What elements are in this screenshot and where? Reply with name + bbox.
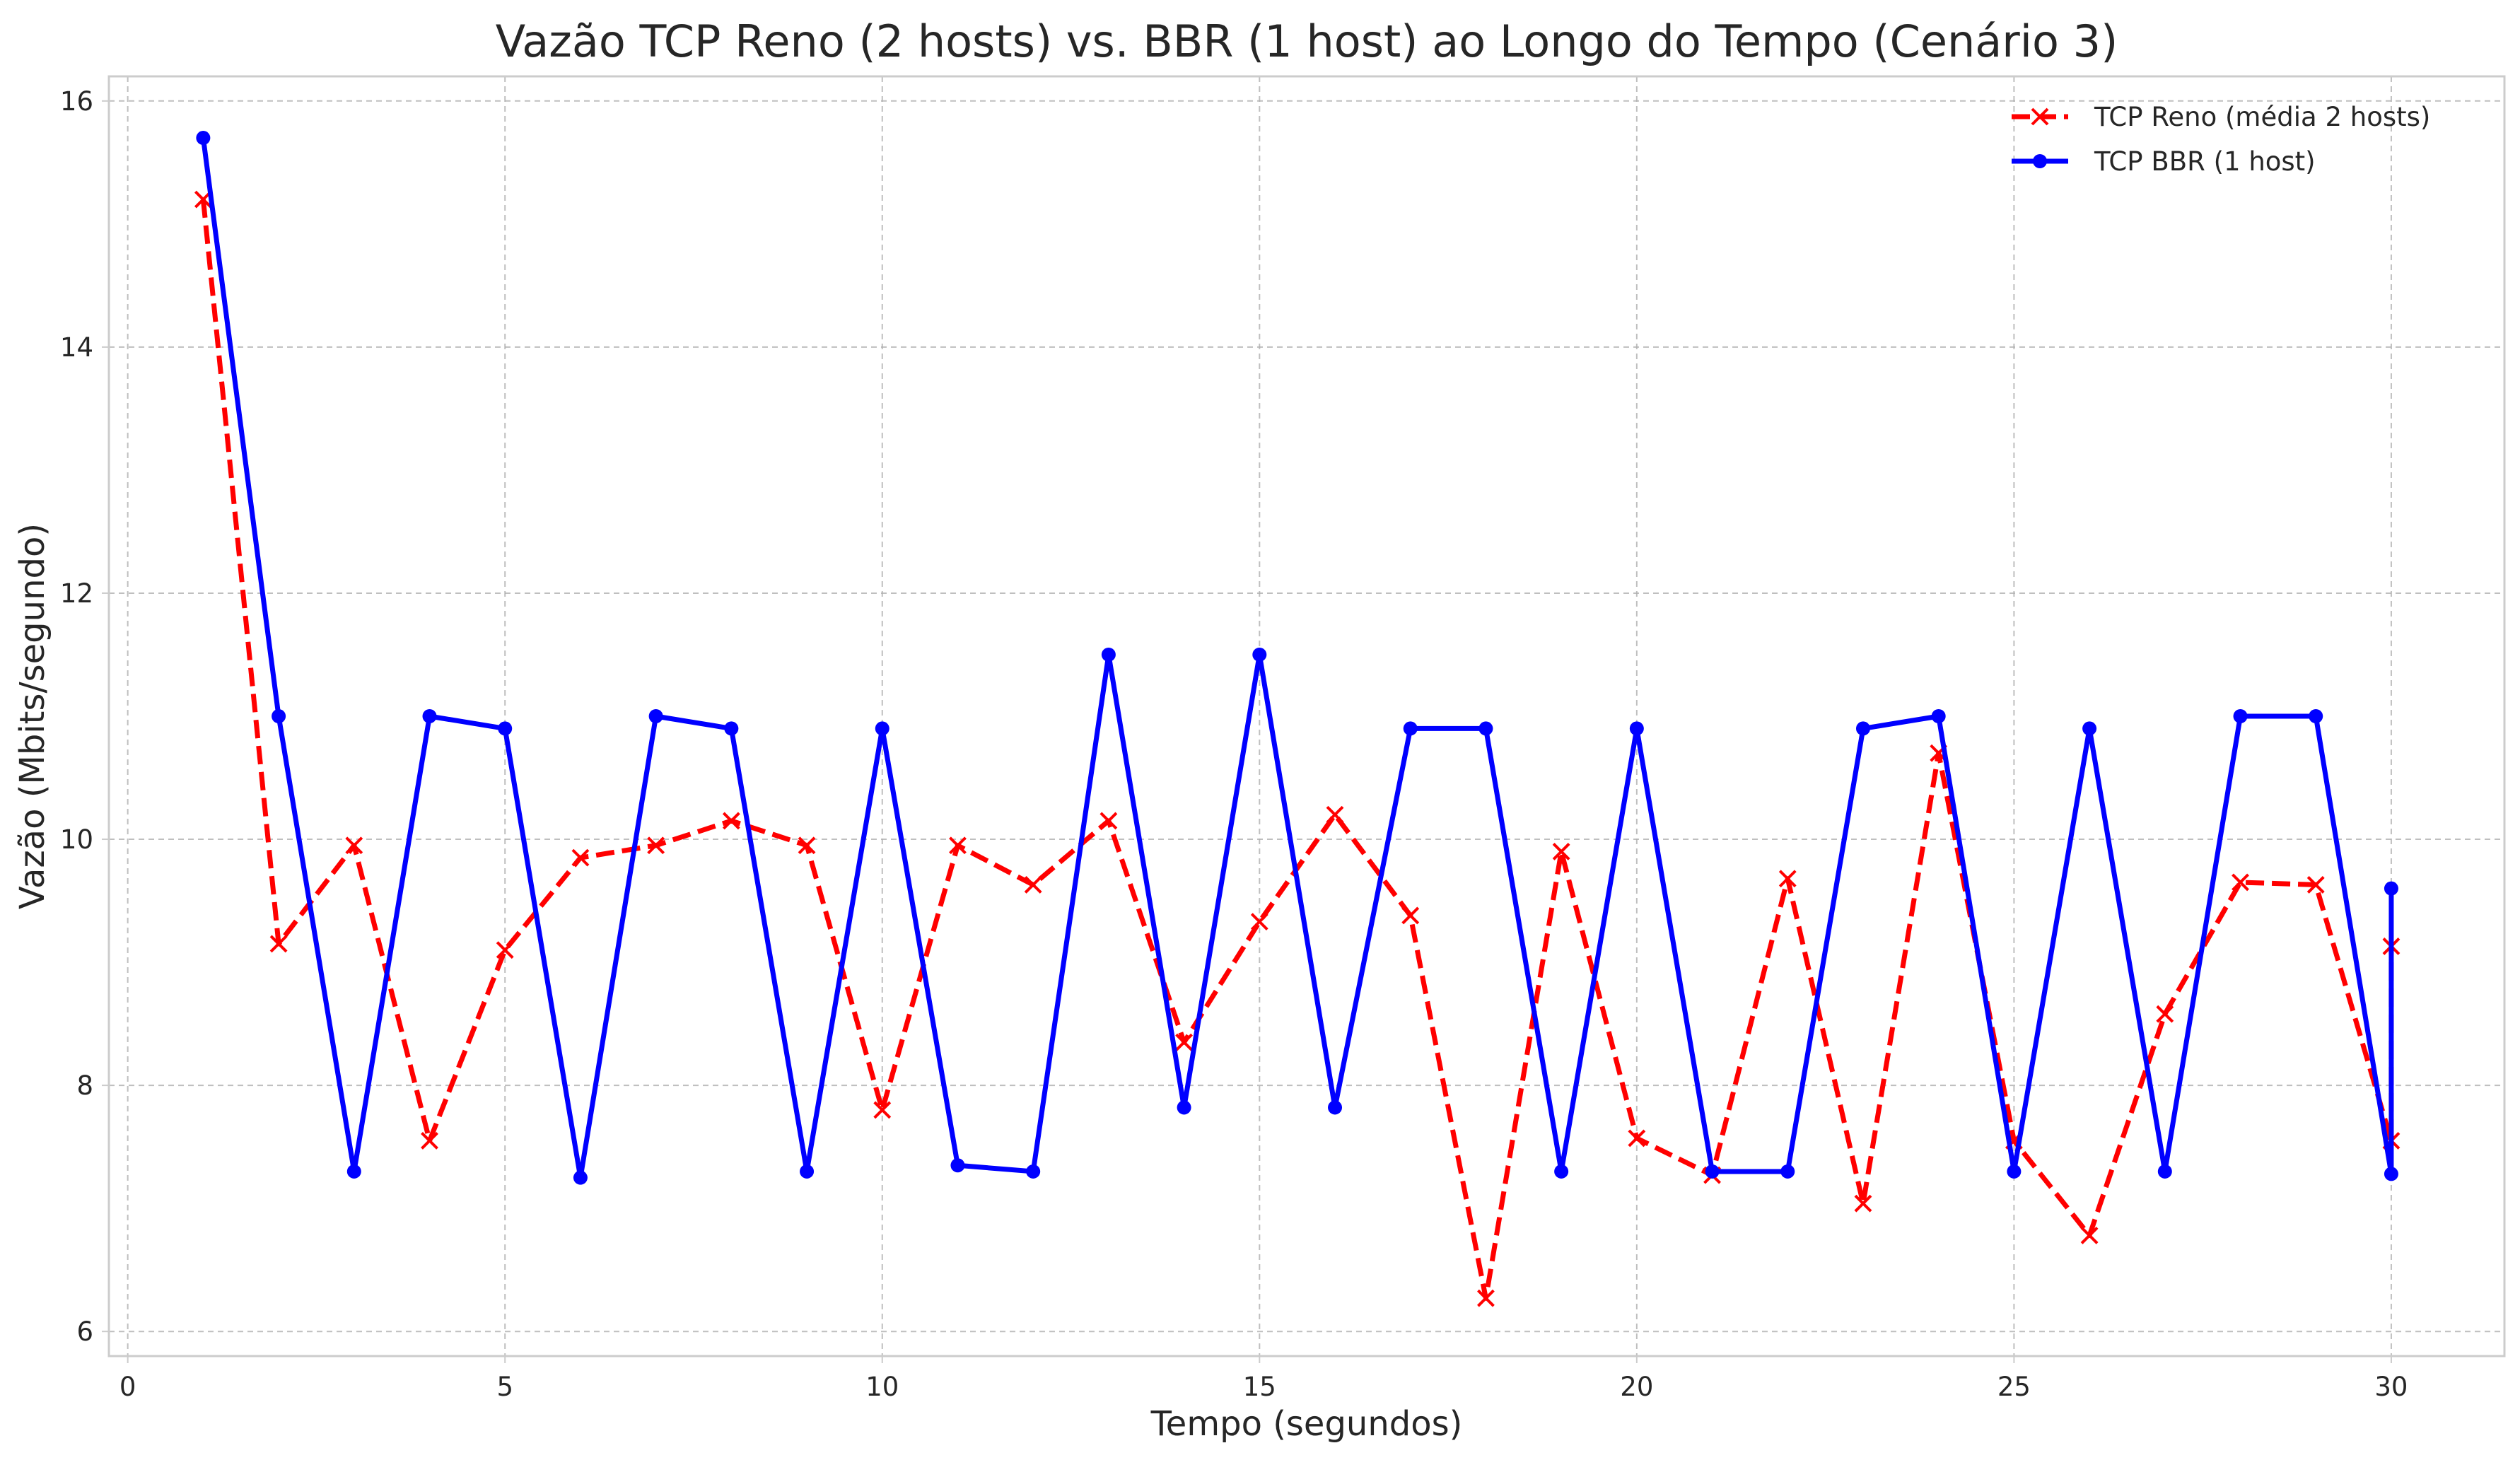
series-layer (194, 131, 2401, 1307)
data-point (1552, 843, 1570, 860)
data-point (272, 709, 286, 723)
data-point (2080, 1227, 2099, 1244)
data-point (422, 709, 437, 723)
y-tick-label: 10 (60, 824, 93, 855)
data-point (196, 131, 211, 146)
axis-ticks: 0 5 10 15 20 25 30 6 8 10 12 14 16 (60, 86, 2408, 1402)
series-tcp-reno (194, 190, 2401, 1307)
data-point (2384, 1167, 2398, 1181)
plot-frame (107, 75, 2506, 1357)
y-tick-label: 8 (76, 1070, 93, 1101)
data-point (1931, 709, 1946, 723)
data-point (1101, 647, 1116, 662)
data-point (1478, 721, 1493, 736)
x-tick-label: 20 (1620, 1372, 1653, 1402)
legend-label: TCP BBR (1 host) (2094, 146, 2316, 177)
data-point (1477, 1289, 1495, 1307)
legend-label: TCP Reno (média 2 hosts) (2094, 102, 2430, 132)
data-point (421, 1132, 438, 1150)
series-line (200, 199, 2394, 1301)
data-point (1250, 913, 1268, 931)
data-point (498, 721, 513, 736)
data-point (2157, 1164, 2172, 1179)
data-point (1628, 1129, 1646, 1147)
data-point (2233, 709, 2248, 723)
legend-marker (2033, 154, 2047, 168)
data-point (571, 848, 590, 867)
data-point (1855, 721, 1870, 736)
x-tick-label: 25 (1997, 1372, 2031, 1402)
legend-marker (2031, 107, 2049, 126)
y-tick-label: 14 (60, 332, 93, 363)
data-point (1099, 812, 1118, 830)
data-point (2007, 1164, 2022, 1179)
x-tick-label: 5 (496, 1372, 513, 1402)
data-point (2082, 721, 2097, 736)
legend-item: TCP BBR (1 host) (2012, 146, 2316, 177)
chart-title: Vazão TCP Reno (2 hosts) vs. BBR (1 host… (496, 16, 2118, 67)
series-tcp-bbr (196, 131, 2398, 1185)
y-tick-label: 16 (60, 86, 93, 117)
x-tick-label: 15 (1243, 1372, 1276, 1402)
data-point (1326, 805, 1344, 824)
data-point (1403, 721, 1418, 736)
data-point (798, 836, 816, 855)
data-point (1780, 1164, 1795, 1179)
data-point (573, 1170, 588, 1185)
y-axis-label: Vazão (Mbits/segundo) (13, 523, 52, 909)
data-point (1024, 876, 1042, 894)
data-point (2309, 709, 2323, 723)
data-point (346, 1164, 361, 1179)
data-point (345, 836, 363, 855)
data-point (1175, 1033, 1194, 1051)
data-point (2156, 1005, 2174, 1023)
data-point (1026, 1164, 1041, 1179)
data-point (2384, 881, 2398, 896)
x-tick-label: 30 (2374, 1372, 2408, 1402)
grid (109, 76, 2504, 1356)
data-point (648, 709, 663, 723)
data-point (800, 1164, 815, 1179)
data-point (1554, 1164, 1569, 1179)
data-point (1778, 870, 1797, 888)
data-point (1854, 1194, 1872, 1213)
data-point (269, 935, 288, 953)
data-point (1252, 647, 1267, 662)
legend-item: TCP Reno (média 2 hosts) (2012, 102, 2430, 132)
x-tick-label: 10 (865, 1372, 899, 1402)
data-point (647, 836, 665, 855)
data-point (1629, 721, 1644, 736)
series-line (200, 137, 2394, 1181)
data-point (875, 721, 889, 736)
legend: TCP Reno (média 2 hosts) TCP BBR (1 host) (2012, 102, 2430, 177)
data-point (724, 721, 739, 736)
data-point (950, 1158, 965, 1173)
data-point (496, 941, 514, 959)
data-point (2232, 873, 2249, 892)
x-axis-label: Tempo (segundos) (1150, 1404, 1463, 1444)
data-point (2306, 876, 2325, 894)
y-tick-label: 12 (60, 578, 93, 609)
data-point (1328, 1100, 1343, 1115)
data-point (1177, 1100, 1191, 1115)
data-point (1401, 906, 1420, 925)
data-point (722, 812, 740, 830)
data-point (949, 836, 967, 855)
data-point (1705, 1164, 1720, 1179)
y-tick-label: 6 (76, 1316, 93, 1347)
x-tick-label: 0 (119, 1372, 136, 1402)
data-point (873, 1101, 892, 1119)
